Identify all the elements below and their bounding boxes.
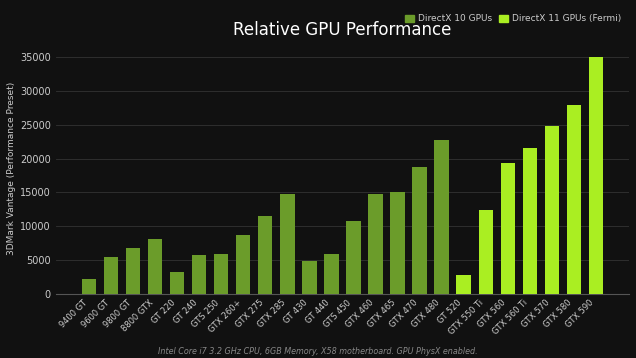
Bar xyxy=(126,248,141,294)
Legend: DirectX 10 GPUs, DirectX 11 GPUs (Fermi): DirectX 10 GPUs, DirectX 11 GPUs (Fermi) xyxy=(401,11,625,27)
Bar xyxy=(170,272,184,294)
Bar xyxy=(412,167,427,294)
Bar xyxy=(501,163,515,294)
Y-axis label: 3DMark Vantage (Performance Preset): 3DMark Vantage (Performance Preset) xyxy=(7,82,16,255)
Bar xyxy=(434,140,449,294)
Bar xyxy=(523,149,537,294)
Bar xyxy=(104,257,118,294)
Bar xyxy=(258,216,272,294)
Bar xyxy=(347,221,361,294)
Bar xyxy=(302,261,317,294)
Bar xyxy=(457,275,471,294)
Bar xyxy=(148,239,162,294)
Bar xyxy=(567,105,581,294)
Bar xyxy=(82,279,96,294)
Bar xyxy=(368,194,383,294)
Bar xyxy=(214,254,228,294)
Bar xyxy=(324,254,338,294)
Title: Relative GPU Performance: Relative GPU Performance xyxy=(233,21,452,39)
Bar xyxy=(236,236,251,294)
Bar xyxy=(544,126,559,294)
Bar xyxy=(391,192,404,294)
Bar xyxy=(478,210,493,294)
Text: Intel Core i7 3.2 GHz CPU, 6GB Memory, X58 motherboard. GPU PhysX enabled.: Intel Core i7 3.2 GHz CPU, 6GB Memory, X… xyxy=(158,347,478,356)
Bar xyxy=(280,194,294,294)
Bar xyxy=(192,255,207,294)
Bar xyxy=(589,57,603,294)
